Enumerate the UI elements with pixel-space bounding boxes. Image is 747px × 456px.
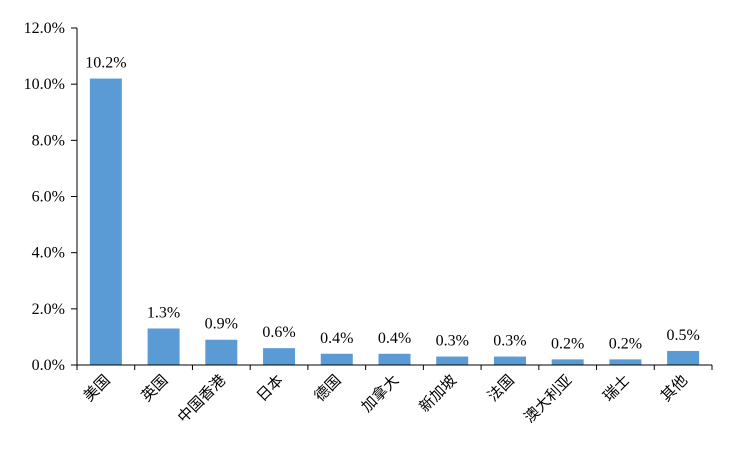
bar	[263, 348, 296, 365]
data-label: 0.4%	[320, 330, 353, 347]
category-label: 美国	[80, 371, 114, 405]
y-tick-label: 2.0%	[32, 301, 65, 318]
category-label: 中国香港	[174, 371, 229, 426]
y-axis: 0.0% 2.0% 4.0% 6.0% 8.0% 10.0% 12.0%	[24, 20, 78, 374]
data-label: 10.2%	[85, 55, 126, 72]
category-label: 加拿大	[358, 371, 403, 416]
y-tick-label: 4.0%	[32, 245, 65, 262]
y-tick-label: 8.0%	[32, 132, 65, 149]
bar	[205, 339, 238, 365]
category-label: 其他	[657, 371, 691, 405]
bars	[89, 78, 700, 366]
category-label: 德国	[311, 371, 345, 405]
category-label: 新加坡	[415, 371, 460, 416]
data-label: 0.5%	[666, 327, 699, 344]
y-tick-label: 0.0%	[32, 357, 65, 374]
bar	[320, 353, 353, 365]
bar	[667, 350, 700, 365]
data-label: 1.3%	[147, 304, 180, 321]
data-label: 0.4%	[378, 330, 411, 347]
y-tick-label: 10.0%	[24, 76, 65, 93]
bar	[609, 359, 642, 365]
category-label: 法国	[484, 371, 518, 405]
y-tick-label: 6.0%	[32, 189, 65, 206]
data-label: 0.3%	[493, 333, 526, 350]
category-label: 澳大利亚	[520, 371, 575, 426]
y-tick-label: 12.0%	[24, 20, 65, 37]
data-label: 0.2%	[609, 335, 642, 352]
bar	[89, 78, 122, 366]
bar	[436, 356, 469, 365]
data-label: 0.3%	[436, 333, 469, 350]
data-label: 0.9%	[205, 316, 238, 333]
x-axis: 美国 英国 中国香港 日本 德国 加拿大 新加坡 法国 澳大利亚 瑞士 其他	[76, 364, 713, 426]
data-label: 0.2%	[551, 335, 584, 352]
category-label: 英国	[137, 371, 171, 405]
data-label: 0.6%	[262, 324, 295, 341]
category-label: 瑞士	[599, 371, 633, 405]
bar	[493, 356, 526, 365]
bar	[147, 328, 180, 365]
bar	[378, 353, 411, 365]
category-label: 日本	[253, 371, 287, 405]
bar	[551, 359, 584, 365]
data-labels: 10.2% 1.3% 0.9% 0.6% 0.4% 0.4% 0.3% 0.3% 0.2% 0.2…	[85, 55, 700, 353]
